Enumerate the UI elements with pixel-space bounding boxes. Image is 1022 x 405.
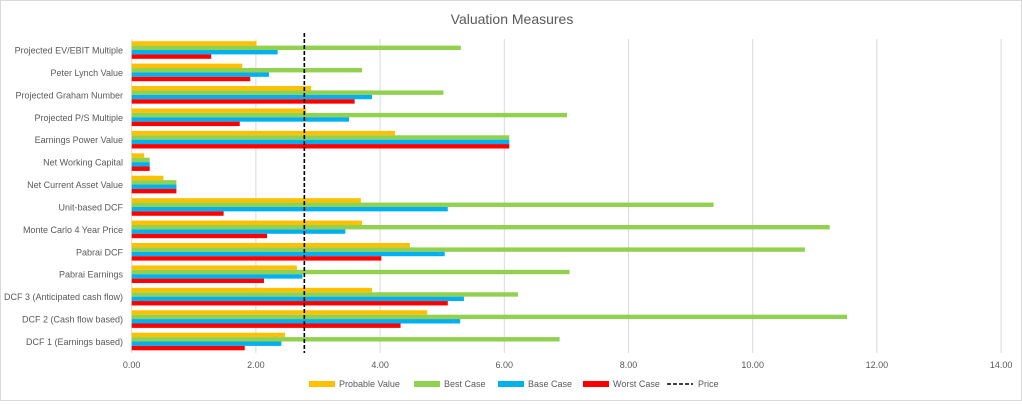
bar-worst-case bbox=[131, 144, 510, 149]
bar-base-case bbox=[131, 184, 177, 189]
category-label: Unit-based DCF bbox=[58, 202, 123, 212]
bar-probable-value bbox=[131, 153, 145, 158]
bar-probable-value bbox=[131, 332, 286, 338]
bar-base-case bbox=[131, 139, 510, 145]
bar-base-case bbox=[131, 117, 350, 122]
legend-label: Worst Case bbox=[613, 379, 660, 389]
x-tick-label: 2.00 bbox=[247, 360, 265, 370]
bar-base-case bbox=[131, 50, 278, 55]
bar-base-case bbox=[131, 341, 282, 346]
category-label: DCF 2 (Cash flow based) bbox=[22, 315, 123, 325]
category-label: Pabrai Earnings bbox=[59, 270, 124, 280]
bar-base-case bbox=[131, 296, 464, 302]
x-tick-label: 4.00 bbox=[371, 360, 389, 370]
bar-best-case bbox=[131, 90, 444, 95]
bar-probable-value bbox=[131, 310, 428, 315]
bar-worst-case bbox=[131, 76, 251, 82]
x-tick-label: 10.00 bbox=[741, 360, 764, 370]
bar-worst-case bbox=[131, 54, 212, 59]
bar-worst-case bbox=[131, 166, 150, 171]
bar-base-case bbox=[131, 72, 269, 77]
bar-probable-value bbox=[131, 243, 410, 248]
bar-best-case bbox=[131, 68, 363, 73]
bar-base-case bbox=[131, 162, 150, 167]
bar-probable-value bbox=[131, 198, 361, 203]
x-tick-label: 14.00 bbox=[990, 360, 1013, 370]
x-tick-label: 8.00 bbox=[620, 360, 638, 370]
bar-best-case bbox=[131, 180, 177, 185]
legend-swatch bbox=[498, 381, 524, 387]
bar-best-case bbox=[131, 337, 560, 342]
legend-swatch bbox=[414, 381, 440, 387]
bar-base-case bbox=[131, 274, 303, 279]
bar-worst-case bbox=[131, 345, 245, 351]
bar-worst-case bbox=[131, 211, 224, 216]
legend-swatch bbox=[309, 381, 335, 387]
category-label: Projected P/S Multiple bbox=[34, 113, 123, 123]
bar-worst-case bbox=[131, 233, 268, 239]
chart-title: Valuation Measures bbox=[451, 11, 574, 27]
bar-best-case bbox=[131, 157, 150, 163]
category-label: Net Current Asset Value bbox=[27, 180, 123, 190]
bar-base-case bbox=[131, 94, 373, 100]
bar-base-case bbox=[131, 251, 445, 257]
bar-worst-case bbox=[131, 301, 448, 306]
bar-best-case bbox=[131, 224, 830, 230]
bar-best-case bbox=[131, 314, 848, 320]
category-label: DCF 1 (Earnings based) bbox=[26, 337, 123, 347]
bar-best-case bbox=[131, 292, 518, 297]
category-label: Projected Graham Number bbox=[15, 90, 123, 100]
bar-base-case bbox=[131, 206, 448, 212]
bar-best-case bbox=[131, 247, 805, 252]
bar-probable-value bbox=[131, 41, 257, 46]
bar-best-case bbox=[131, 269, 570, 275]
category-label: Peter Lynch Value bbox=[50, 68, 123, 78]
bar-probable-value bbox=[131, 130, 396, 136]
bar-probable-value bbox=[131, 86, 312, 91]
legend-label: Price bbox=[698, 379, 719, 389]
bar-worst-case bbox=[131, 256, 382, 261]
legend-label: Base Case bbox=[528, 379, 572, 389]
bar-base-case bbox=[131, 319, 461, 324]
category-label: Net Working Capital bbox=[43, 158, 123, 168]
category-label: Pabrai DCF bbox=[76, 247, 124, 257]
category-label: Earnings Power Value bbox=[35, 135, 123, 145]
bar-probable-value bbox=[131, 265, 297, 270]
bar-best-case bbox=[131, 112, 568, 118]
bar-best-case bbox=[131, 202, 714, 207]
bar-best-case bbox=[131, 45, 461, 50]
x-tick-label: 0.00 bbox=[123, 360, 141, 370]
legend-label: Best Case bbox=[444, 379, 486, 389]
bar-probable-value bbox=[131, 175, 164, 181]
category-label: DCF 3 (Anticipated cash flow) bbox=[4, 292, 123, 302]
bar-probable-value bbox=[131, 287, 373, 293]
bar-probable-value bbox=[131, 220, 363, 225]
x-tick-label: 12.00 bbox=[866, 360, 889, 370]
x-tick-label: 6.00 bbox=[496, 360, 514, 370]
bar-base-case bbox=[131, 229, 346, 234]
legend-swatch bbox=[583, 381, 609, 387]
bar-worst-case bbox=[131, 323, 401, 328]
bar-best-case bbox=[131, 135, 510, 140]
bar-worst-case bbox=[131, 99, 355, 104]
legend-label: Probable Value bbox=[339, 379, 400, 389]
bar-probable-value bbox=[131, 108, 307, 113]
bar-worst-case bbox=[131, 188, 177, 194]
bar-worst-case bbox=[131, 121, 240, 127]
category-label: Monte Carlo 4 Year Price bbox=[23, 225, 123, 235]
category-label: Projected EV/EBIT Multiple bbox=[15, 46, 123, 56]
bar-worst-case bbox=[131, 278, 264, 284]
bar-probable-value bbox=[131, 63, 243, 69]
